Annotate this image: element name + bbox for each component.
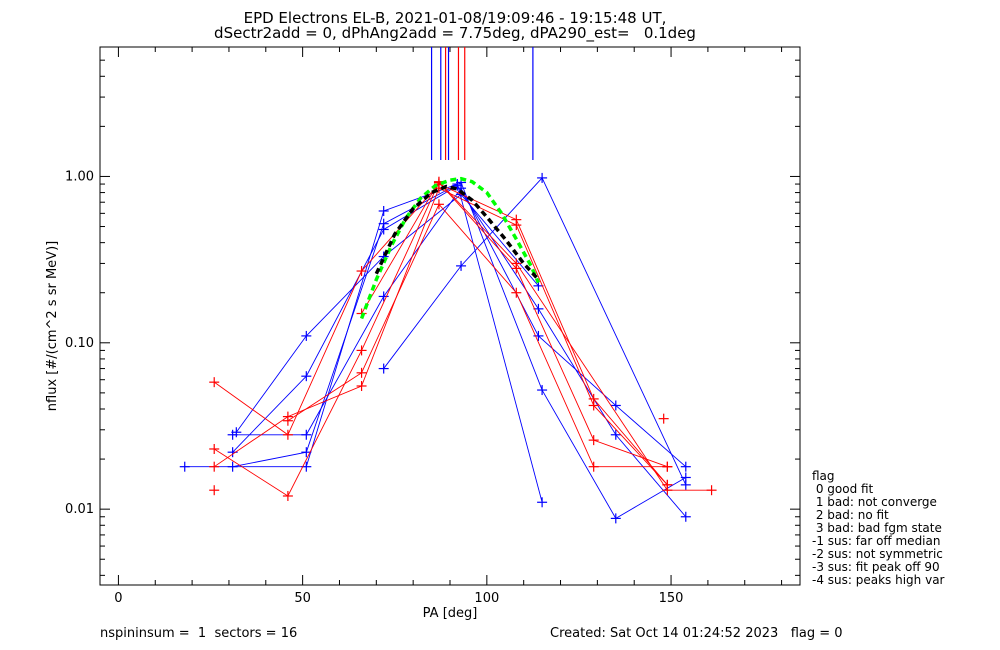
flag-legend-item: 1 bad: not converge bbox=[812, 495, 937, 509]
series-line bbox=[184, 183, 543, 503]
y-tick-label: 1.00 bbox=[65, 169, 94, 184]
axis-frame bbox=[99, 46, 801, 586]
footer-right: Created: Sat Oct 14 01:24:52 2023 flag =… bbox=[550, 626, 843, 641]
flag-legend-item: 3 bad: bad fgm state bbox=[812, 521, 942, 535]
flag-legend-item: -2 sus: not symmetric bbox=[812, 547, 943, 561]
x-tick-label: 50 bbox=[294, 591, 311, 606]
y-tick-label: 0.01 bbox=[65, 502, 94, 517]
series-line bbox=[232, 187, 687, 468]
series-line bbox=[213, 183, 668, 486]
flag-legend-item: -4 sus: peaks high var bbox=[812, 573, 945, 587]
series-line bbox=[213, 181, 668, 497]
footer-left: nspininsum = 1 sectors = 16 bbox=[100, 626, 298, 641]
series-line bbox=[383, 177, 687, 486]
flag-legend-item: -1 sus: far off median bbox=[812, 534, 941, 548]
x-axis-label: PA [deg] bbox=[423, 606, 478, 621]
series-line bbox=[232, 181, 687, 520]
series-line bbox=[213, 187, 668, 486]
flag-legend-item: 0 good fit bbox=[812, 482, 874, 496]
series-line bbox=[287, 203, 668, 468]
y-axis-label: nflux [#/(cm^2 s sr MeV)] bbox=[45, 241, 60, 411]
fit-curve bbox=[374, 184, 540, 281]
flag-legend-item: -3 sus: fit peak off 90 bbox=[812, 560, 940, 574]
flag-legend: flag 0 good fit 1 bad: not converge 2 ba… bbox=[812, 470, 944, 587]
y-tick-label: 0.10 bbox=[65, 336, 94, 351]
chart-title-line-2: dSectr2add = 0, dPhAng2add = 7.75deg, dP… bbox=[214, 24, 696, 42]
chart-title-line-1: EPD Electrons EL-B, 2021-01-08/19:09:46 … bbox=[243, 9, 667, 27]
fit-curve bbox=[359, 176, 541, 320]
x-tick-label: 150 bbox=[659, 591, 684, 606]
flag-legend-title: flag bbox=[812, 469, 835, 483]
flag-legend-item: 2 bad: no fit bbox=[812, 508, 889, 522]
x-tick-label: 0 bbox=[114, 591, 122, 606]
x-tick-label: 100 bbox=[474, 591, 499, 606]
